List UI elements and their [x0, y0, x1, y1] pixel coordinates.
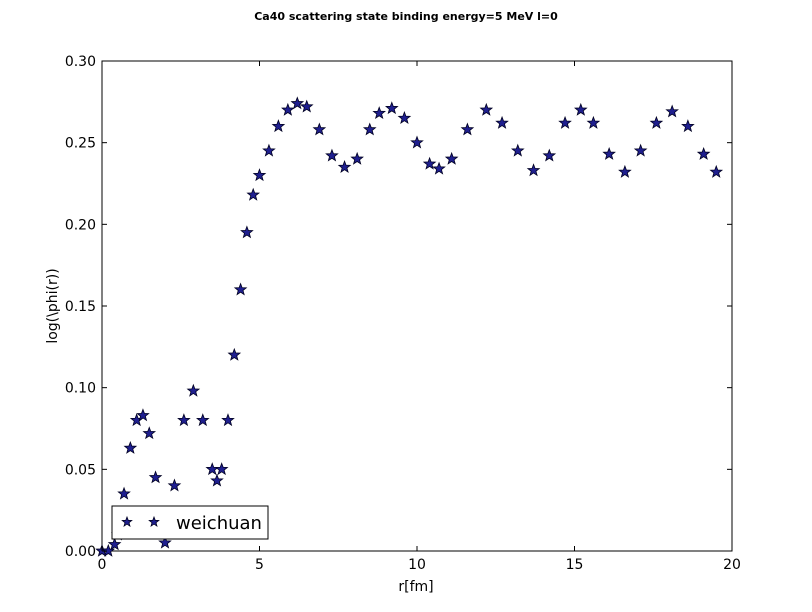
data-point: [511, 143, 525, 157]
x-axis: 0 5 10 15 20: [98, 61, 741, 573]
legend-box: [111, 505, 269, 540]
data-point: [696, 146, 711, 160]
data-point: [186, 383, 201, 397]
y-tick-label: 0.20: [65, 217, 96, 233]
x-tick-label: 5: [255, 557, 264, 573]
data-point: [602, 146, 616, 160]
data-point: [432, 161, 446, 175]
data-point: [444, 151, 459, 165]
x-tick-label: 0: [98, 557, 107, 573]
data-point: [196, 413, 210, 427]
data-point: [290, 96, 305, 110]
x-tick-label: 15: [566, 557, 584, 573]
data-point: [665, 104, 679, 118]
data-point: [542, 148, 557, 162]
legend-star-icon: [148, 515, 160, 527]
x-axis-label: r[fm]: [398, 579, 433, 595]
data-point: [281, 102, 295, 116]
data-point: [167, 478, 182, 492]
data-point: [460, 122, 475, 136]
legend: weichuan: [111, 505, 269, 540]
data-point: [123, 440, 138, 454]
data-point: [262, 143, 276, 157]
legend-star-icon: [121, 515, 133, 527]
data-point: [410, 135, 424, 149]
data-point: [177, 413, 191, 427]
data-point: [240, 225, 254, 239]
data-point: [107, 537, 122, 551]
y-tick-label: 0.15: [65, 299, 96, 315]
data-point: [397, 111, 412, 124]
y-axis-label: log(\phi(r)): [45, 268, 61, 343]
plot-area: [95, 60, 733, 557]
data-point: [117, 486, 131, 500]
data-point: [246, 187, 260, 201]
data-point: [350, 151, 364, 165]
data-point: [142, 426, 157, 440]
data-point: [148, 470, 163, 484]
legend-label: weichuan: [176, 513, 262, 534]
data-point: [252, 168, 267, 182]
data-point: [495, 115, 509, 129]
data-point: [205, 462, 220, 476]
data-point: [221, 413, 235, 427]
data-point: [558, 115, 572, 129]
data-point: [362, 122, 377, 136]
y-tick-label: 0.00: [65, 544, 96, 560]
data-point: [372, 106, 386, 120]
data-point: [271, 119, 286, 133]
data-point: [422, 156, 437, 170]
data-point: [312, 122, 327, 136]
x-tick-label: 20: [723, 557, 741, 573]
legend-marker: [121, 515, 160, 527]
y-tick-label: 0.10: [65, 381, 96, 397]
data-point: [633, 143, 648, 157]
data-point: [649, 115, 664, 129]
data-point: [214, 462, 229, 476]
data-markers: [95, 96, 724, 557]
y-tick-label: 0.05: [65, 462, 96, 478]
data-point: [210, 473, 224, 487]
data-point: [227, 347, 242, 361]
data-point: [101, 543, 116, 557]
data-point: [479, 102, 494, 116]
x-tick-label: 10: [408, 557, 426, 573]
data-point: [158, 535, 172, 549]
data-point: [337, 160, 352, 173]
data-point: [299, 99, 314, 113]
y-tick-label: 0.25: [65, 136, 96, 152]
data-point: [526, 163, 541, 177]
plot-frame: [101, 60, 733, 552]
chart-title: Ca40 scattering state binding energy=5 M…: [254, 10, 558, 23]
y-axis: 0.00 0.05 0.10 0.15 0.20 0.25 0.30: [65, 54, 732, 560]
data-point: [574, 102, 588, 116]
data-point: [681, 119, 695, 133]
data-point: [618, 164, 632, 178]
data-point: [385, 101, 399, 115]
data-point: [586, 115, 601, 129]
data-point: [233, 282, 248, 296]
data-point: [136, 408, 150, 422]
y-tick-label: 0.30: [65, 54, 96, 70]
data-point: [709, 164, 724, 178]
data-point: [325, 148, 339, 162]
